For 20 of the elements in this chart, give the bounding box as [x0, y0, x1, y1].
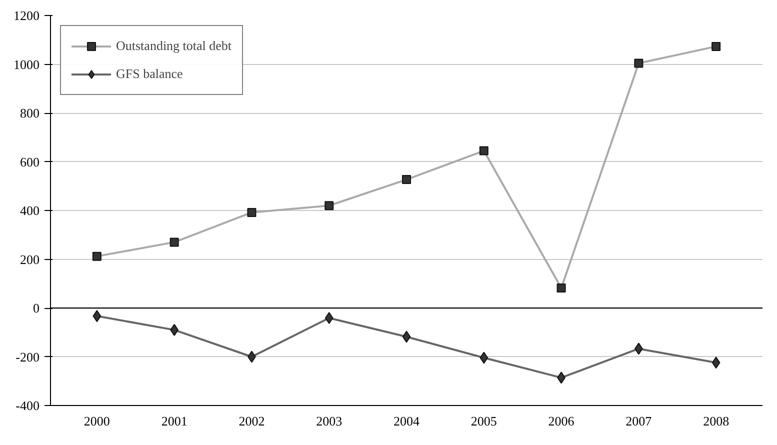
x-tick-label: 2002	[238, 414, 265, 428]
y-tick-label: 1200	[14, 8, 40, 23]
y-tick-label: 800	[20, 106, 40, 120]
legend-label: Outstanding total debt	[116, 38, 232, 54]
x-tick-label: 2000	[84, 414, 110, 428]
legend-label: GFS balance	[116, 66, 183, 82]
x-tick-label: 2007	[626, 414, 652, 428]
x-tick-label: 2008	[703, 414, 730, 428]
x-tick-label: 2006	[548, 414, 575, 428]
y-tick-label: 400	[20, 203, 40, 218]
x-tick-label: 2005	[470, 414, 497, 428]
y-tick-label: -400	[16, 398, 40, 413]
y-tick-label: 600	[20, 154, 40, 170]
y-tick-label: 0	[33, 300, 40, 316]
y-tick-label: -200	[16, 349, 40, 364]
x-tick-label: 2004	[394, 414, 420, 428]
x-tick-label: 2001	[161, 414, 188, 428]
y-tick-label: 1000	[14, 56, 40, 72]
x-tick-label: 2003	[316, 414, 342, 428]
y-tick-label: 200	[20, 252, 40, 267]
